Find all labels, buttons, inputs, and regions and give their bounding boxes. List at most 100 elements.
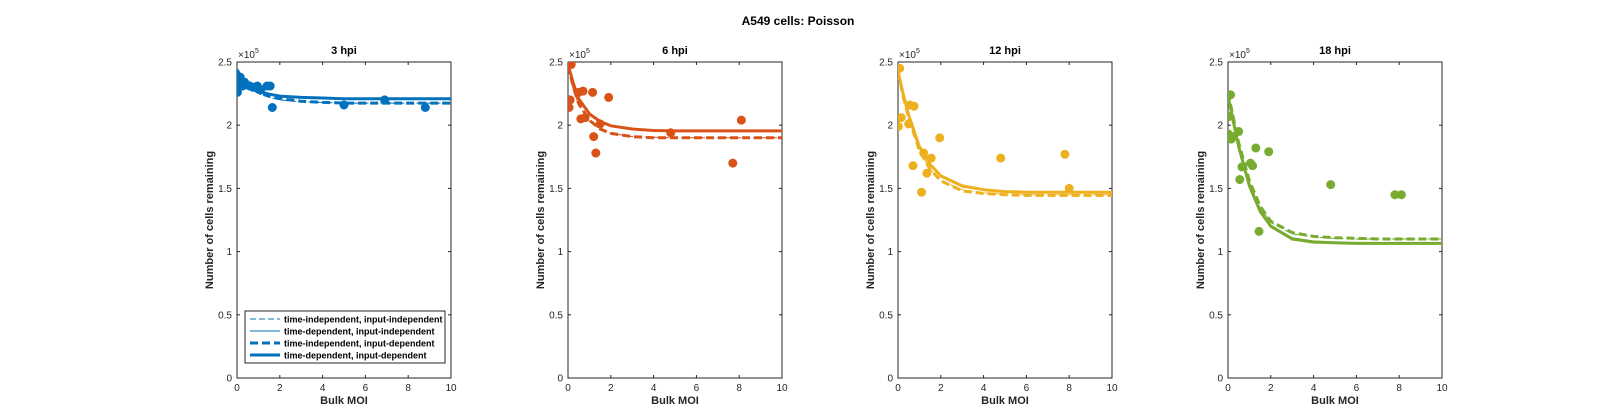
- data-point: [898, 63, 905, 73]
- y-tick-label: 1: [226, 247, 232, 258]
- y-axis-label: Number of cells remaining: [865, 151, 877, 289]
- chart-panel: 0 2 4 6 8 10 0 0.5 1 1.5 2 2.5 ×105 3 hpi Bulk MOI Numb…: [204, 45, 457, 407]
- plot-area: [1227, 61, 1443, 379]
- x-tick-label: 6: [363, 383, 369, 394]
- x-axis-label: Bulk MOI: [1311, 395, 1359, 407]
- plot-content: [568, 62, 782, 168]
- y-axis-label: Number of cells remaining: [535, 151, 547, 289]
- y-tick-label: 2: [1217, 121, 1223, 132]
- data-point: [904, 119, 914, 129]
- y-tick-label: 1: [887, 247, 893, 258]
- y-multiplier-label: ×105: [238, 48, 259, 61]
- x-tick-label: 4: [1311, 383, 1317, 394]
- y-axis-label: Number of cells remaining: [204, 151, 216, 289]
- plot-content: [1228, 90, 1442, 245]
- y-multiplier-label: ×105: [569, 48, 590, 61]
- data-point: [568, 95, 575, 105]
- series-line: [568, 64, 782, 133]
- x-tick-label: 10: [1436, 383, 1448, 394]
- y-tick-label: 2: [226, 121, 232, 132]
- figure-title: A549 cells: Poisson: [742, 14, 855, 28]
- data-point: [580, 113, 590, 123]
- y-tick-label: 0: [226, 374, 232, 385]
- x-axis-label: Bulk MOI: [981, 395, 1029, 407]
- plot-content: [237, 68, 451, 113]
- data-point: [339, 100, 349, 110]
- data-point: [935, 133, 945, 143]
- data-point: [736, 115, 746, 125]
- y-tick-label: 0.5: [549, 310, 563, 321]
- x-axis-label: Bulk MOI: [651, 395, 699, 407]
- y-tick-label: 2.5: [549, 58, 563, 69]
- y-tick-label: 2: [887, 121, 893, 132]
- data-point: [568, 62, 576, 70]
- data-point: [1060, 149, 1070, 159]
- x-tick-label: 8: [736, 383, 742, 394]
- x-tick-label: 8: [1396, 383, 1402, 394]
- x-tick-label: 10: [776, 383, 788, 394]
- x-tick-label: 2: [1268, 383, 1274, 394]
- plot-area: [897, 61, 1113, 379]
- x-tick-label: 0: [895, 383, 901, 394]
- data-point: [1228, 90, 1236, 100]
- x-tick-label: 8: [1066, 383, 1072, 394]
- data-point: [1248, 161, 1258, 171]
- x-tick-label: 0: [565, 383, 571, 394]
- y-tick-label: 0.5: [1209, 310, 1223, 321]
- data-point: [996, 153, 1006, 163]
- x-tick-label: 6: [694, 383, 700, 394]
- series-line: [1228, 95, 1442, 245]
- y-multiplier-label: ×105: [1229, 48, 1250, 61]
- y-tick-label: 0.5: [218, 310, 232, 321]
- panel-title: 12 hpi: [989, 45, 1021, 57]
- y-tick-label: 1.5: [879, 184, 893, 195]
- x-tick-label: 8: [405, 383, 411, 394]
- series-line: [1228, 91, 1442, 241]
- data-point: [265, 81, 275, 91]
- y-tick-label: 1: [1217, 247, 1223, 258]
- y-tick-label: 0: [887, 374, 893, 385]
- data-point: [919, 148, 929, 158]
- y-tick-label: 2.5: [218, 58, 232, 69]
- data-point: [728, 158, 738, 168]
- data-point: [595, 119, 605, 129]
- data-point: [922, 168, 932, 178]
- y-tick-label: 1.5: [549, 184, 563, 195]
- y-tick-label: 0: [557, 374, 563, 385]
- data-point: [267, 103, 277, 113]
- data-point: [1396, 190, 1406, 200]
- data-point: [1237, 162, 1247, 172]
- plot-area: [567, 61, 783, 379]
- legend-label: time-dependent, input-dependent: [284, 351, 427, 361]
- data-point: [898, 121, 903, 131]
- data-point: [237, 87, 242, 97]
- chart-panel: 0 2 4 6 8 10 0 0.5 1 1.5 2 2.5 ×105 18 hpi Bulk MOI Num…: [1195, 45, 1448, 407]
- data-point: [1326, 180, 1336, 190]
- data-point: [591, 148, 601, 158]
- data-point: [1234, 127, 1244, 137]
- plot-content: [898, 63, 1112, 197]
- data-point: [898, 113, 906, 123]
- x-tick-label: 0: [234, 383, 240, 394]
- y-tick-label: 2.5: [1209, 58, 1223, 69]
- y-multiplier-label: ×105: [899, 48, 920, 61]
- y-tick-label: 2.5: [879, 58, 893, 69]
- legend-label: time-independent, input-dependent: [284, 339, 435, 349]
- series-line: [237, 70, 451, 105]
- chart-panel: 0 2 4 6 8 10 0 0.5 1 1.5 2 2.5 ×105 6 hpi Bulk MOI Numb…: [535, 45, 788, 407]
- data-point: [666, 128, 676, 138]
- y-tick-label: 1: [557, 247, 563, 258]
- panel-title: 18 hpi: [1319, 45, 1351, 57]
- data-point: [1235, 175, 1245, 185]
- data-point: [1228, 132, 1238, 142]
- data-point: [578, 86, 588, 96]
- y-tick-label: 1.5: [1209, 184, 1223, 195]
- series-line: [568, 65, 782, 140]
- x-tick-label: 4: [320, 383, 326, 394]
- data-point: [588, 87, 598, 97]
- y-tick-label: 0: [1217, 374, 1223, 385]
- y-axis-label: Number of cells remaining: [1195, 151, 1207, 289]
- data-point: [1228, 111, 1235, 121]
